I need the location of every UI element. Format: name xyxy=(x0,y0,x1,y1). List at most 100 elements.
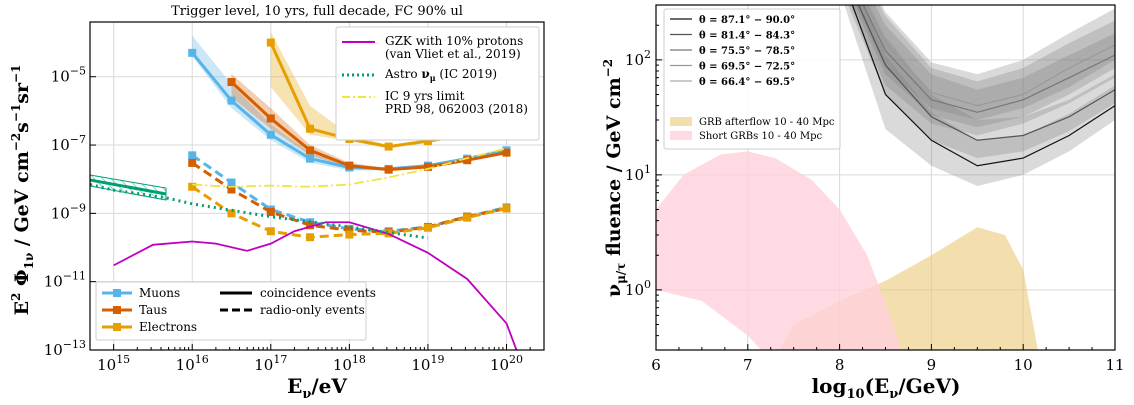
legend-astro-label: Astro νμ (IC 2019) xyxy=(384,67,497,83)
data-point xyxy=(227,178,236,187)
left-y-tick-label: 10−5 xyxy=(51,65,86,86)
right-x-tick-label: 11 xyxy=(1105,356,1124,374)
series-ic-9-yrs-limit-prd-98-062003-2018- xyxy=(192,147,507,188)
legend-taus-label: Taus xyxy=(139,303,167,317)
right-lines xyxy=(851,5,1115,167)
data-point xyxy=(306,146,315,155)
data-point xyxy=(306,233,315,242)
right-x-tick-label: 9 xyxy=(927,356,937,374)
right-ylabel: νμ/τ fluence / GeV cm−2 xyxy=(601,59,628,297)
legend-muons-marker xyxy=(113,289,121,297)
data-point xyxy=(188,182,197,191)
left-legend-lower: Muons Taus Electrons coincidence events … xyxy=(95,281,376,341)
left-x-tick-label: 1017 xyxy=(254,353,287,374)
series-gzk-with-10-protons-van-vliet-et-al-2019- xyxy=(113,221,518,350)
left-xlabel: Eν/eV xyxy=(287,374,347,402)
right-y-tick-label: 100 xyxy=(625,278,651,299)
legend-gzk-label: GZK with 10% protons xyxy=(385,34,523,48)
left-y-tick-label: 10−9 xyxy=(51,201,86,222)
legend-coincidence-label: coincidence events xyxy=(260,286,376,300)
data-point xyxy=(502,204,511,213)
right-chart: 6 7 8 9 10 11 100 101 102 log10(Eν/GeV) νμ/τ flu… xyxy=(601,4,1125,402)
zenith-line xyxy=(869,5,1115,101)
data-point xyxy=(306,221,315,230)
legend-taus-marker xyxy=(113,306,121,314)
legend-zenith-label: θ = 81.4° − 84.3° xyxy=(699,31,795,42)
data-point xyxy=(227,78,236,87)
left-axes-frame xyxy=(89,21,545,351)
band-taus xyxy=(231,74,507,171)
left-ylabel: E2 Φ1ν / GeV cm−2s−1sr−1 xyxy=(9,65,36,316)
data-point xyxy=(502,148,511,157)
zenith-line xyxy=(851,5,1115,167)
zenith-line xyxy=(862,5,1115,113)
left-x-tick-label: 1020 xyxy=(490,353,523,374)
zenith-band xyxy=(850,5,1115,136)
data-point xyxy=(227,96,236,105)
data-point xyxy=(266,227,275,236)
data-point xyxy=(266,114,275,123)
zenith-line xyxy=(857,5,1115,141)
right-y-tick-label: 102 xyxy=(625,48,651,69)
data-point xyxy=(463,213,472,222)
data-point xyxy=(463,156,472,165)
legend-electrons-label: Electrons xyxy=(139,320,197,334)
left-chart: Trigger level, 10 yrs, full decade, FC 9… xyxy=(9,4,545,402)
zenith-line xyxy=(866,5,1115,107)
data-point xyxy=(306,154,315,163)
right-x-tick-label: 7 xyxy=(743,356,753,374)
right-legend: θ = 87.1° − 90.0° θ = 81.4° − 84.3° θ = 75… xyxy=(663,8,841,150)
left-chart-title: Trigger level, 10 yrs, full decade, FC 9… xyxy=(171,4,463,19)
zenith-band xyxy=(848,5,1115,159)
data-point xyxy=(266,130,275,139)
zenith-band xyxy=(855,5,1115,120)
legend-radio-label: radio-only events xyxy=(260,303,365,317)
legend-muons-label: Muons xyxy=(139,286,180,300)
left-x-tick-label: 1019 xyxy=(411,353,444,374)
data-point xyxy=(188,151,197,160)
data-point xyxy=(227,209,236,218)
right-regions xyxy=(656,151,1038,350)
legend-zenith-label: θ = 87.1° − 90.0° xyxy=(699,15,795,26)
series-taus xyxy=(230,80,507,172)
data-point xyxy=(384,142,393,151)
astro-hatch-band xyxy=(90,174,167,201)
right-x-tick-label: 10 xyxy=(1014,356,1033,374)
left-legend-upper: GZK with 10% protons (van Vliet et al., … xyxy=(335,26,540,141)
data-point xyxy=(188,158,197,167)
data-point xyxy=(423,223,432,232)
data-point xyxy=(266,38,275,47)
right-x-tick-label: 8 xyxy=(835,356,845,374)
legend-zenith-label: θ = 69.5° − 72.5° xyxy=(699,62,795,73)
legend-zenith-label: θ = 66.4° − 69.5° xyxy=(699,77,795,88)
right-x-tick-label: 6 xyxy=(651,356,661,374)
legend-short-grb-label: Short GRBs 10 - 40 Mpc xyxy=(699,131,822,142)
legend-zenith-label: θ = 75.5° − 78.5° xyxy=(699,46,795,57)
left-x-tick-label: 1015 xyxy=(97,353,130,374)
left-y-tick-label: 10−11 xyxy=(44,270,86,291)
zenith-band xyxy=(853,5,1115,128)
data-point xyxy=(345,230,354,239)
legend-ic-ref: PRD 98, 062003 (2018) xyxy=(385,102,528,116)
right-xlabel: log10(Eν/GeV) xyxy=(812,374,961,402)
left-y-tick-label: 10−7 xyxy=(51,133,86,154)
data-point xyxy=(423,137,432,146)
data-point xyxy=(384,165,393,174)
right-y-tick-label: 101 xyxy=(625,163,651,184)
data-point xyxy=(345,161,354,170)
data-point xyxy=(423,162,432,171)
data-point xyxy=(227,185,236,194)
right-bands xyxy=(844,5,1115,187)
legend-grb-afterflow-swatch xyxy=(670,117,692,126)
data-point xyxy=(188,48,197,57)
legend-short-grb-swatch xyxy=(670,131,692,140)
region-short-grbs-10-40-mpc xyxy=(656,151,901,350)
legend-grb-afterflow-label: GRB afterflow 10 - 40 Mpc xyxy=(699,117,835,128)
right-ticks: 6 7 8 9 10 11 100 101 102 xyxy=(625,4,1125,374)
left-y-tick-label: 10−13 xyxy=(44,338,86,359)
left-x-tick-label: 1016 xyxy=(176,353,209,374)
legend-ic-label: IC 9 yrs limit xyxy=(385,89,465,103)
data-point xyxy=(306,124,315,133)
legend-gzk-ref: (van Vliet et al., 2019) xyxy=(385,47,521,61)
